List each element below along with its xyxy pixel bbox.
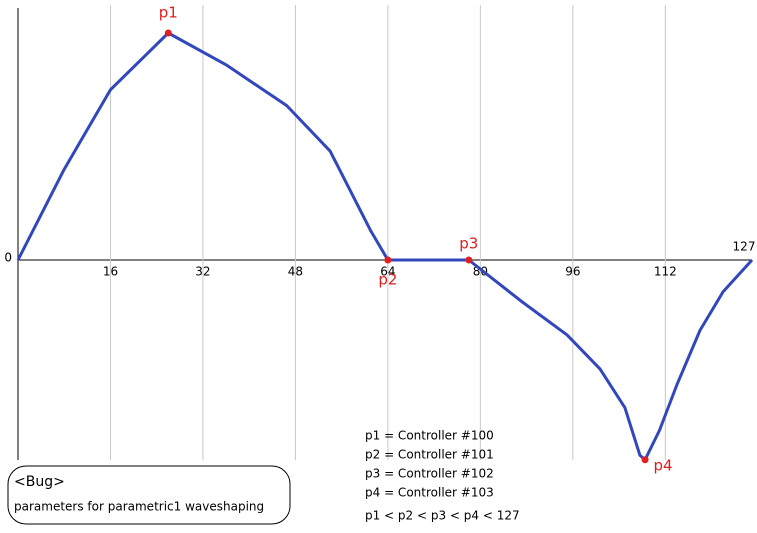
x-tick-label: 112 xyxy=(654,265,677,279)
x-tick-label: 32 xyxy=(195,265,210,279)
x-tick-label: 64 xyxy=(380,265,395,279)
note: p1 < p2 < p3 < p4 < 127 xyxy=(365,509,520,523)
point-label: p1 xyxy=(159,4,178,22)
x-tick-label: 96 xyxy=(565,265,580,279)
x-tick-label: 127 xyxy=(733,240,756,254)
point-marker xyxy=(641,456,649,464)
note: p1 = Controller #100 xyxy=(365,429,494,443)
point-marker xyxy=(465,256,473,264)
x-tick-label: 48 xyxy=(288,265,303,279)
note-box xyxy=(7,465,291,525)
point-label: p3 xyxy=(459,235,478,253)
note: p2 = Controller #101 xyxy=(365,448,494,462)
point-marker xyxy=(164,29,172,37)
line xyxy=(16,31,754,462)
point-label: p2 xyxy=(378,271,397,289)
x-tick-label: 80 xyxy=(473,265,488,279)
box-title: <Bug> xyxy=(14,474,65,490)
x-tick-label: 16 xyxy=(103,265,118,279)
box-text: parameters for parametric1 waveshaping xyxy=(14,500,264,514)
point-label: p4 xyxy=(654,456,673,474)
point-marker xyxy=(384,256,392,264)
x-tick-label: 0 xyxy=(4,251,12,265)
note: p3 = Controller #102 xyxy=(365,467,494,481)
note: p4 = Controller #103 xyxy=(365,486,494,500)
